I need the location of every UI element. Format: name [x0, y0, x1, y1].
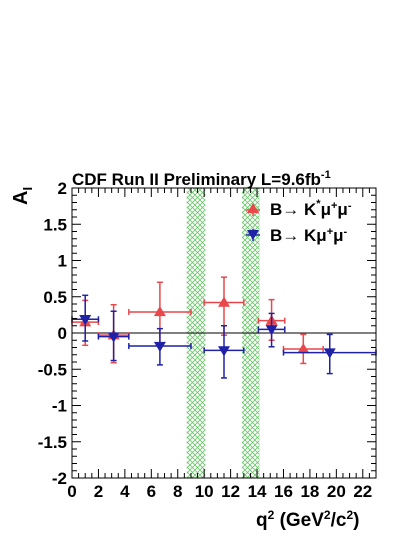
x-tick-label: 8 [173, 482, 182, 501]
x-axis-label-sup3: 2 [346, 508, 353, 522]
x-tick-label: 0 [67, 482, 76, 501]
data-series [71, 276, 377, 379]
marker-triangle-down [153, 341, 166, 353]
legend-label-k: B→ Kμ+μ- [270, 226, 348, 245]
legend-entry-k: B→ Kμ+μ- [246, 226, 348, 245]
marker-triangle-down [323, 348, 336, 359]
y-tick-label: -2 [52, 469, 67, 488]
legend-k-star-marker [247, 203, 259, 213]
y-tick-label: -1 [52, 397, 67, 416]
x-axis-label-mid: (GeV [274, 510, 324, 531]
x-tick-label: 4 [120, 482, 130, 501]
x-tick-label: 12 [221, 482, 240, 501]
x-tick-label: 2 [94, 482, 103, 501]
y-axis-label-subscript: I [20, 187, 35, 191]
x-axis-label-mid2: /c [331, 510, 347, 531]
marker-triangle-down [265, 325, 278, 336]
axes: 0 2 4 6 8 10 12 14 16 18 20 22-2-1.5-1-0.500.511.52 [38, 179, 377, 501]
x-tick-label: 16 [274, 482, 293, 501]
y-tick-label: -1.5 [38, 433, 67, 452]
y-tick-label: -0.5 [38, 360, 67, 379]
data-point [128, 327, 192, 366]
y-tick-label: 0.5 [43, 288, 67, 307]
series-2 [71, 294, 377, 379]
x-axis-label-base: q [256, 510, 268, 531]
x-tick-label: 6 [147, 482, 156, 501]
x-axis-label-end: ) [353, 510, 359, 531]
x-tick-label: 10 [195, 482, 214, 501]
y-tick-label: 1 [58, 252, 67, 271]
legend: B→ K*μ+μ- B→ Kμ+μ- [246, 198, 352, 245]
x-tick-label: 22 [353, 482, 372, 501]
x-tick-label: 20 [327, 482, 346, 501]
data-point [257, 312, 286, 348]
data-point [97, 310, 130, 362]
marker-triangle-up [218, 296, 230, 307]
chart-title: CDF Run II Preliminary L=9.6fb-1 [72, 169, 331, 189]
y-axis-label-base: A [10, 191, 32, 205]
chart-title-main: CDF Run II Preliminary L=9.6fb [72, 170, 321, 189]
data-point [282, 333, 324, 365]
y-tick-label: 2 [58, 179, 67, 198]
legend-entry-k-star: B→ K*μ+μ- [246, 198, 352, 219]
legend-label-k-star: B→ K*μ+μ- [270, 198, 352, 219]
marker-triangle-up [153, 305, 166, 317]
y-tick-label: 1.5 [43, 215, 67, 234]
legend-k-marker [247, 230, 259, 240]
x-tick-label: 18 [300, 482, 319, 501]
data-point [203, 325, 245, 379]
data-point [282, 333, 377, 375]
x-axis-label-sup1: 2 [268, 508, 275, 522]
y-tick-label: 0 [58, 324, 67, 343]
chart-title-superscript: -1 [321, 169, 331, 181]
x-axis-label-sup2: 2 [324, 508, 331, 522]
data-point [71, 294, 100, 342]
marker-triangle-down [218, 346, 230, 357]
x-axis-label: q2 (GeV2/c2) [256, 508, 359, 531]
x-tick-label: 14 [248, 482, 267, 501]
y-axis-label: AI [10, 187, 35, 205]
marker-triangle-down [107, 332, 120, 343]
marker-triangle-down [79, 315, 92, 326]
marker-triangle-up [297, 342, 310, 354]
